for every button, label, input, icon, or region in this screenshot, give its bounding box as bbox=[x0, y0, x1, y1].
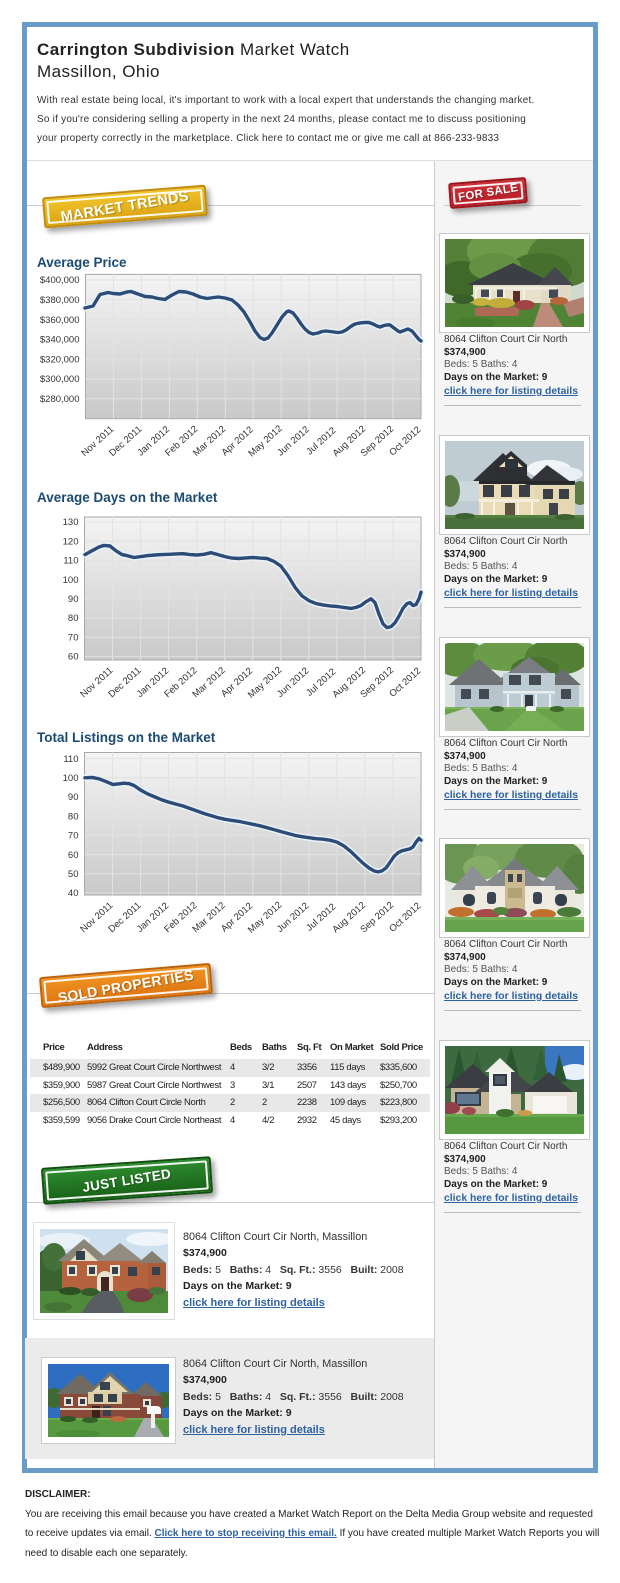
svg-text:100: 100 bbox=[63, 575, 79, 586]
svg-text:$300,000: $300,000 bbox=[40, 374, 80, 385]
svg-text:$320,000: $320,000 bbox=[40, 354, 80, 365]
svg-text:$360,000: $360,000 bbox=[40, 315, 80, 326]
svg-text:120: 120 bbox=[63, 536, 79, 547]
svg-text:$340,000: $340,000 bbox=[40, 335, 80, 346]
svg-text:60: 60 bbox=[68, 850, 79, 861]
svg-text:50: 50 bbox=[68, 869, 79, 880]
svg-text:130: 130 bbox=[63, 517, 79, 528]
svg-text:$280,000: $280,000 bbox=[40, 394, 80, 405]
svg-text:100: 100 bbox=[63, 773, 79, 784]
svg-text:70: 70 bbox=[68, 831, 79, 842]
svg-text:80: 80 bbox=[68, 613, 79, 624]
svg-text:70: 70 bbox=[68, 632, 79, 643]
svg-text:90: 90 bbox=[68, 792, 79, 803]
svg-text:$400,000: $400,000 bbox=[40, 275, 80, 286]
svg-text:$380,000: $380,000 bbox=[40, 295, 80, 306]
svg-text:40: 40 bbox=[68, 888, 79, 899]
svg-text:90: 90 bbox=[68, 594, 79, 605]
svg-text:60: 60 bbox=[68, 652, 79, 663]
svg-text:110: 110 bbox=[63, 754, 78, 765]
svg-text:80: 80 bbox=[68, 811, 79, 822]
svg-text:110: 110 bbox=[63, 556, 78, 567]
